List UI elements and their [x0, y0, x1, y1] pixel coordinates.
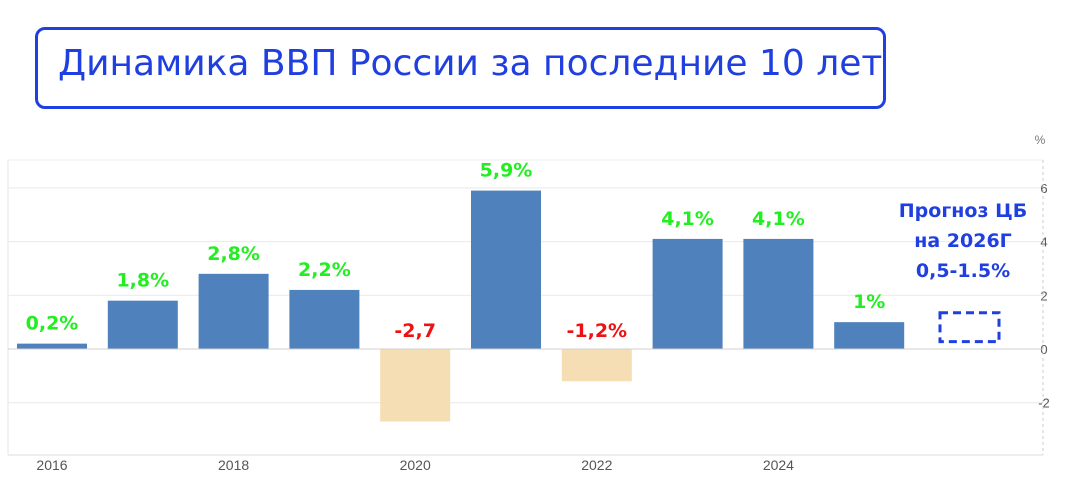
data-label-2017: 1,8% [116, 270, 169, 292]
bar-2017 [107, 300, 178, 349]
bar-2016 [17, 343, 87, 349]
forecast-line-1: Прогноз ЦБ [898, 200, 1028, 222]
data-label-2024: 4,1% [752, 208, 805, 230]
bar-2021 [471, 190, 541, 349]
bar-2023 [652, 238, 723, 349]
x-tick-label-2018: 2018 [218, 457, 249, 473]
bar-2022 [561, 349, 632, 382]
data-label-2022: -1,2% [567, 320, 628, 342]
x-tick-label-2022: 2022 [581, 457, 612, 473]
forecast-range-box [938, 311, 1001, 344]
y-tick-label: -2 [1038, 396, 1050, 411]
data-label-2016: 0,2% [26, 313, 79, 335]
bar-2020 [380, 349, 451, 422]
bar-2025 [834, 322, 905, 349]
forecast-annotation: Прогноз ЦБ на 2026Г 0,5-1.5% [893, 196, 1033, 286]
data-label-2023: 4,1% [661, 208, 714, 230]
data-label-2020: -2,7 [394, 320, 436, 342]
data-label-2018: 2,8% [207, 243, 260, 265]
forecast-line-3: 0,5-1.5% [915, 260, 1011, 282]
x-tick-label-2024: 2024 [763, 457, 794, 473]
y-tick-label: 4 [1040, 235, 1047, 250]
x-tick-label-2016: 2016 [36, 457, 67, 473]
data-label-2021: 5,9% [480, 160, 533, 182]
forecast-line-2: на 2026Г [914, 230, 1012, 252]
x-tick-label-2020: 2020 [400, 457, 431, 473]
bar-2019 [289, 289, 360, 349]
y-tick-label: 0 [1040, 342, 1047, 357]
y-tick-label: 6 [1040, 181, 1047, 196]
data-label-2019: 2,2% [298, 259, 351, 281]
bar-2024 [743, 238, 814, 349]
y-tick-label: 2 [1040, 288, 1047, 303]
bar-2018 [198, 273, 269, 349]
chart-title: Динамика ВВП России за последние 10 лет [58, 43, 883, 84]
y-unit-label: % [1035, 133, 1046, 147]
data-label-2025: 1% [853, 291, 885, 313]
title-box: Динамика ВВП России за последние 10 лет [35, 27, 886, 109]
